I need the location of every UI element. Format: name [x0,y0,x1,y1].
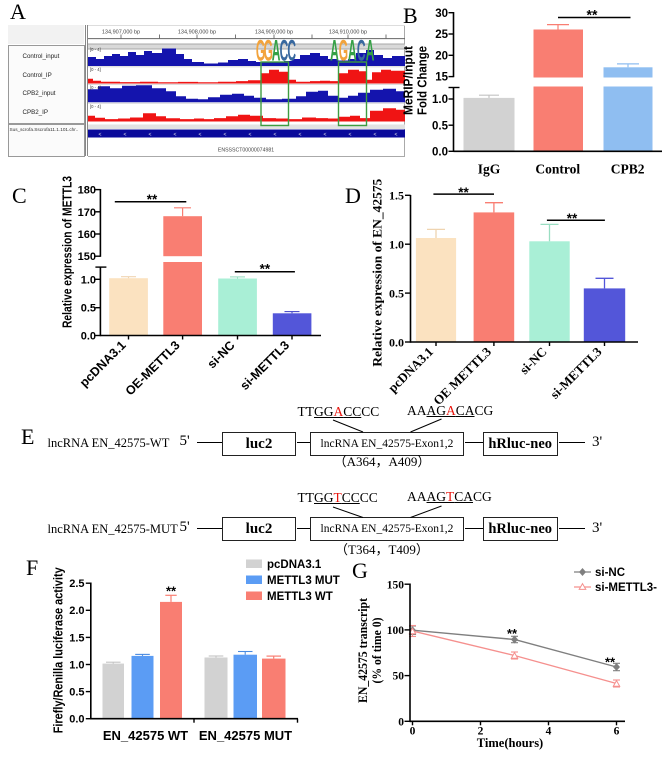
svg-text:<: < [174,132,177,138]
svg-text:<: < [374,132,377,138]
svg-text:50: 50 [393,671,405,683]
svg-text:1.5: 1.5 [69,632,84,644]
svg-text:170: 170 [78,207,96,219]
svg-text:Relative expression of EN_4257: Relative expression of EN_42575 [370,178,385,367]
svg-text:**: ** [260,262,271,277]
svg-text:<: < [199,132,202,138]
svg-text:METTL3 MUT: METTL3 MUT [267,575,340,587]
svg-text:**: ** [458,185,469,200]
svg-text:C: C [357,33,366,67]
svg-text:OE-METTL3: OE-METTL3 [123,338,183,398]
svg-text:180: 180 [78,185,96,197]
svg-text:<: < [99,132,102,138]
svg-text:CPB2: CPB2 [611,162,645,177]
svg-text:1.0: 1.0 [69,659,84,671]
svg-text:EN_42575 transcript: EN_42575 transcript [355,597,370,703]
svg-text:si-METTL3: si-METTL3 [238,338,293,393]
svg-text:0.0: 0.0 [69,714,84,726]
svg-text:150: 150 [78,251,96,263]
svg-text:OE METTL3: OE METTL3 [430,344,494,408]
svg-text:**: ** [507,626,518,641]
svg-text:0.5: 0.5 [432,120,449,132]
svg-text:si-NC: si-NC [205,338,238,371]
svg-text:<: < [124,132,127,138]
svg-text:2.0: 2.0 [69,605,84,617]
svg-text:ENSSSCT00000074981: ENSSSCT00000074981 [218,148,274,154]
svg-text:<: < [149,132,152,138]
svg-text:0.5: 0.5 [81,303,96,315]
svg-text:EN_42575 MUT: EN_42575 MUT [199,728,292,743]
svg-text:[0 - 4]: [0 - 4] [90,47,101,52]
svg-text:0: 0 [398,716,404,728]
svg-text:**: ** [587,7,598,23]
svg-text:C: C [280,33,289,67]
svg-text:METTL3 WT: METTL3 WT [267,591,333,603]
svg-text:Relative expression of METTL3: Relative expression of METTL3 [61,176,75,328]
svg-text:1.0: 1.0 [432,94,448,106]
svg-text:pcDNA3.1: pcDNA3.1 [77,338,129,390]
svg-text:C: C [287,33,296,67]
svg-text:G: G [264,33,273,67]
svg-text:**: ** [605,655,616,670]
svg-text:EN_42575 WT: EN_42575 WT [103,728,188,743]
svg-text:134,909,000 bp: 134,909,000 bp [255,30,293,36]
svg-text:<: < [274,132,277,138]
svg-text:si-NC: si-NC [595,567,625,579]
svg-text:pcDNA3.1: pcDNA3.1 [385,344,436,395]
svg-text:4: 4 [546,726,552,738]
svg-text:<: < [349,132,352,138]
svg-text:6: 6 [614,726,620,738]
svg-text:MeRIP/Input: MeRIP/Input [401,45,416,115]
svg-text:si-NC: si-NC [517,344,550,377]
svg-text:1.5: 1.5 [389,189,404,203]
svg-text:[0 - 4]: [0 - 4] [90,67,101,72]
svg-text:20: 20 [435,50,448,62]
svg-text:<: < [249,132,252,138]
svg-text:<: < [395,132,398,138]
svg-text:Time(hours): Time(hours) [477,736,543,750]
svg-text:100: 100 [387,625,405,637]
svg-text:**: ** [147,192,158,207]
svg-text:0.0: 0.0 [432,146,448,158]
svg-text:A: A [366,33,375,67]
svg-text:G: G [256,33,265,67]
svg-text:<: < [299,132,302,138]
svg-text:0.0: 0.0 [389,335,404,349]
svg-text:1.0: 1.0 [389,238,404,252]
svg-text:160: 160 [78,229,96,241]
svg-text:[0 - 4]: [0 - 4] [90,104,101,109]
svg-text:<: < [324,132,327,138]
svg-text:si-METTL3-: si-METTL3- [595,582,657,594]
svg-text:134,908,000 bp: 134,908,000 bp [178,30,216,36]
svg-text:0: 0 [410,726,416,738]
svg-text:(% of time 0): (% of time 0) [369,618,384,684]
svg-text:A: A [330,33,339,67]
svg-text:1.0: 1.0 [81,274,96,286]
svg-text:0.5: 0.5 [69,687,84,699]
svg-text:134,910,000 bp: 134,910,000 bp [329,30,367,36]
svg-text:2.5: 2.5 [69,578,84,590]
svg-text:Firefly/Renilla luciferase act: Firefly/Renilla luciferase activity [51,567,66,734]
svg-text:150: 150 [387,579,405,591]
svg-text:[0 - 4]: [0 - 4] [90,85,101,90]
svg-text:G: G [339,33,348,67]
svg-text:Fold Change: Fold Change [415,46,430,115]
svg-text:<: < [224,132,227,138]
svg-text:134,907,000 bp: 134,907,000 bp [102,30,140,36]
svg-text:2: 2 [478,726,484,738]
svg-text:pcDNA3.1: pcDNA3.1 [267,559,322,571]
svg-text:Control: Control [535,162,580,177]
svg-text:0.5: 0.5 [389,286,404,300]
svg-text:si-METTL3: si-METTL3 [547,344,605,402]
svg-text:A: A [348,33,357,67]
svg-text:25: 25 [435,29,448,41]
svg-text:15: 15 [435,72,448,84]
svg-text:**: ** [166,584,177,599]
svg-text:30: 30 [435,8,448,20]
svg-text:0.0: 0.0 [81,331,96,343]
svg-text:IgG: IgG [478,162,501,177]
svg-text:A: A [272,33,281,67]
svg-text:**: ** [567,211,578,226]
